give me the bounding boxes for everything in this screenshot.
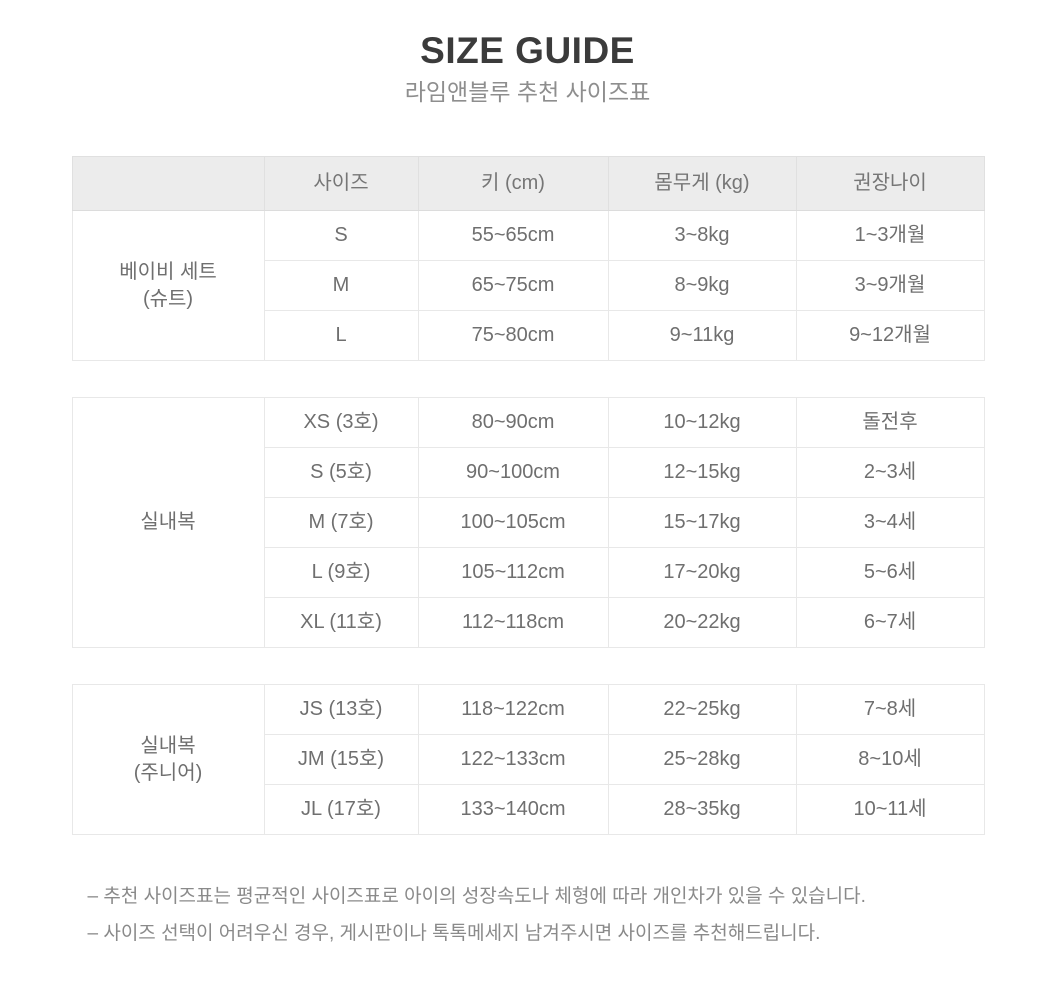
page-subtitle: 라임앤블루 추천 사이즈표: [404, 79, 651, 106]
cell-weight: 3~8kg: [607, 210, 797, 262]
cell-weight: 12~15kg: [607, 447, 797, 499]
table-row: M 65~75cm 8~9kg 3~9개월: [72, 260, 985, 312]
row-group-label-line2: (슈트): [142, 287, 194, 310]
table-body: 베이비 세트 (슈트) S 55~65cm 3~8kg 1~3개월 M 65~7…: [71, 210, 985, 362]
table-header-row: 사이즈 키 (cm) 몸무게 (kg) 권장나이: [71, 156, 985, 212]
cell-size: XL (11호): [263, 597, 419, 649]
column-header-weight: 몸무게 (kg): [607, 156, 797, 212]
table-row: 실내복 XS (3호) 80~90cm 10~12kg 돌전후: [71, 397, 985, 649]
table-row: L 75~80cm 9~11kg 9~12개월: [72, 310, 985, 362]
cell-weight: 20~22kg: [607, 597, 797, 649]
cell-age: 돌전후: [795, 397, 985, 449]
column-header-height: 키 (cm): [417, 156, 609, 212]
row-group-label-line2: (주니어): [133, 761, 203, 784]
cell-size: XS (3호): [263, 397, 419, 449]
column-header-size: 사이즈: [263, 156, 419, 212]
cell-age: 5~6세: [795, 547, 985, 599]
cell-age: 1~3개월: [795, 210, 985, 262]
cell-weight: 17~20kg: [607, 547, 797, 599]
cell-weight: 28~35kg: [607, 784, 797, 836]
size-table-indoor: 실내복 XS (3호) 80~90cm 10~12kg 돌전후 S (5호) 9…: [71, 397, 985, 649]
notes-section: – 추천 사이즈표는 평균적인 사이즈표로 아이의 성장속도나 체형에 따라 개…: [72, 835, 984, 952]
column-header-label: [71, 156, 265, 212]
cell-height: 65~75cm: [417, 260, 609, 312]
cell-height: 55~65cm: [417, 210, 609, 262]
cell-weight: 25~28kg: [607, 734, 797, 786]
cell-height: 90~100cm: [417, 447, 609, 499]
cell-height: 80~90cm: [417, 397, 609, 449]
cell-height: 118~122cm: [417, 684, 609, 736]
table-body: 실내복 XS (3호) 80~90cm 10~12kg 돌전후 S (5호) 9…: [71, 397, 985, 649]
cell-age: 3~4세: [795, 497, 985, 549]
table-row: 실내복 (주니어) JS (13호) 118~122cm 22~25kg 7~8…: [71, 684, 985, 836]
cell-age: 7~8세: [795, 684, 985, 736]
cell-weight: 22~25kg: [607, 684, 797, 736]
cell-height: 122~133cm: [417, 734, 609, 786]
note-line-1: – 추천 사이즈표는 평균적인 사이즈표로 아이의 성장속도나 체형에 따라 개…: [87, 886, 866, 908]
cell-age: 9~12개월: [795, 310, 985, 362]
row-group-label-line1: 실내복: [140, 511, 196, 534]
note-line-2: – 사이즈 선택이 어려우신 경우, 게시판이나 톡톡메세지 남겨주시면 사이즈…: [87, 923, 821, 945]
row-group-label-line1: 베이비 세트: [119, 260, 217, 283]
cell-size: M: [263, 260, 419, 312]
cell-age: 3~9개월: [795, 260, 985, 312]
cell-size: JS (13호): [263, 684, 419, 736]
cell-weight: 10~12kg: [607, 397, 797, 449]
cell-weight: 8~9kg: [607, 260, 797, 312]
table-row: S (5호) 90~100cm 12~15kg 2~3세: [72, 447, 985, 499]
table-row: XL (11호) 112~118cm 20~22kg 6~7세: [72, 597, 985, 649]
cell-age: 6~7세: [795, 597, 985, 649]
cell-age: 8~10세: [795, 734, 985, 786]
cell-weight: 15~17kg: [607, 497, 797, 549]
table-header: 사이즈 키 (cm) 몸무게 (kg) 권장나이: [71, 156, 985, 212]
table-row: L (9호) 105~112cm 17~20kg 5~6세: [72, 547, 985, 599]
cell-age: 2~3세: [795, 447, 985, 499]
cell-weight: 9~11kg: [607, 310, 797, 362]
row-group-label: 실내복 (주니어): [71, 684, 265, 836]
cell-height: 105~112cm: [417, 547, 609, 599]
cell-height: 75~80cm: [417, 310, 609, 362]
page-header: SIZE GUIDE 라임앤블루 추천 사이즈표: [0, 0, 1055, 108]
table-body: 실내복 (주니어) JS (13호) 118~122cm 22~25kg 7~8…: [71, 684, 985, 836]
cell-height: 133~140cm: [417, 784, 609, 836]
cell-size: S: [263, 210, 419, 262]
cell-size: M (7호): [263, 497, 419, 549]
cell-age: 10~11세: [795, 784, 985, 836]
table-row: JL (17호) 133~140cm 28~35kg 10~11세: [72, 784, 985, 836]
size-table-indoor-junior: 실내복 (주니어) JS (13호) 118~122cm 22~25kg 7~8…: [71, 684, 985, 836]
row-group-label: 실내복: [71, 397, 265, 649]
size-tables-container: 사이즈 키 (cm) 몸무게 (kg) 권장나이 베이비 세트 (슈트) S 5…: [71, 108, 985, 836]
row-group-label-line1: 실내복: [140, 734, 196, 757]
cell-size: S (5호): [263, 447, 419, 499]
cell-height: 100~105cm: [417, 497, 609, 549]
cell-height: 112~118cm: [417, 597, 609, 649]
cell-size: JM (15호): [263, 734, 419, 786]
cell-size: JL (17호): [263, 784, 419, 836]
size-table-baby-set: 사이즈 키 (cm) 몸무게 (kg) 권장나이 베이비 세트 (슈트) S 5…: [71, 156, 985, 362]
cell-size: L: [263, 310, 419, 362]
page-title: SIZE GUIDE: [420, 30, 635, 71]
cell-size: L (9호): [263, 547, 419, 599]
row-group-label: 베이비 세트 (슈트): [71, 210, 265, 362]
table-row: 베이비 세트 (슈트) S 55~65cm 3~8kg 1~3개월: [71, 210, 985, 362]
column-header-age: 권장나이: [795, 156, 985, 212]
